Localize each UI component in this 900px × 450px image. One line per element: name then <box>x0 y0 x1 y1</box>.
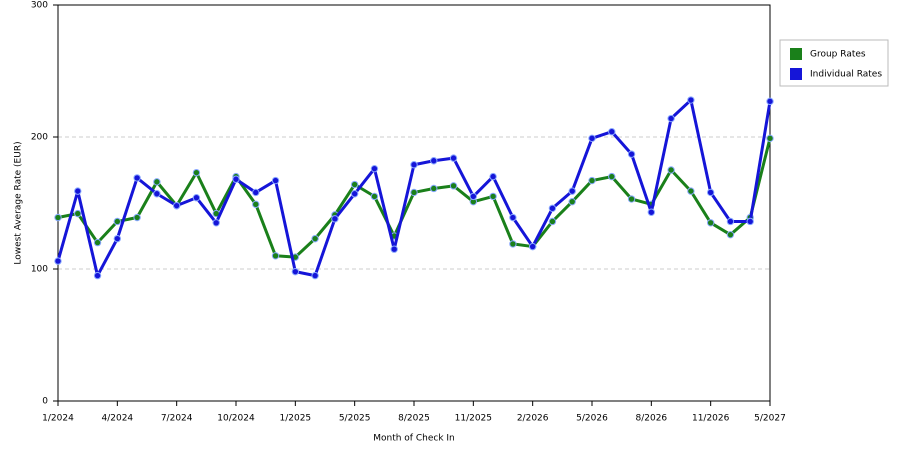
x-tick-label: 5/2027 <box>754 414 786 424</box>
data-point <box>74 187 82 195</box>
data-point <box>153 178 161 186</box>
data-point <box>410 188 418 197</box>
data-point <box>192 168 201 177</box>
data-point <box>212 219 220 227</box>
data-point <box>608 172 616 181</box>
data-point <box>291 267 300 276</box>
data-point <box>153 190 161 198</box>
data-point <box>548 217 557 226</box>
data-point <box>667 114 675 123</box>
x-tick-label: 8/2025 <box>398 414 430 424</box>
y-tick-label: 300 <box>31 1 48 11</box>
data-point <box>54 213 62 222</box>
data-point <box>726 217 735 226</box>
data-point <box>766 97 774 106</box>
data-point <box>608 128 616 136</box>
x-tick-label: 7/2024 <box>161 414 193 424</box>
data-point <box>252 188 260 197</box>
data-point <box>627 150 636 158</box>
data-point <box>528 242 537 251</box>
data-point <box>252 200 260 209</box>
legend-swatch <box>790 68 802 80</box>
data-point <box>509 213 517 222</box>
data-point <box>667 166 675 174</box>
x-tick-label: 10/2024 <box>217 414 255 424</box>
data-point <box>232 175 240 183</box>
data-point <box>172 201 181 210</box>
data-point <box>410 161 418 169</box>
data-point <box>430 157 438 165</box>
data-point <box>706 219 715 227</box>
data-point <box>726 230 735 239</box>
x-tick-label: 5/2026 <box>576 414 608 424</box>
data-point <box>133 213 141 222</box>
data-point <box>271 176 280 185</box>
x-tick-label: 4/2024 <box>101 414 133 424</box>
x-tick-label: 5/2025 <box>339 414 371 424</box>
legend-label: Group Rates <box>810 50 866 60</box>
x-tick-label: 1/2024 <box>42 414 74 424</box>
x-tick-label: 11/2025 <box>455 414 492 424</box>
data-point <box>687 187 695 195</box>
y-tick-label: 100 <box>31 265 48 275</box>
data-point <box>390 245 398 253</box>
data-point <box>113 234 122 243</box>
y-axis-label: Lowest Average Rate (EUR) <box>14 141 24 264</box>
data-point <box>548 204 557 212</box>
data-point <box>93 238 102 247</box>
x-tick-label: 2/2026 <box>517 414 549 424</box>
data-point <box>469 192 478 201</box>
data-point <box>113 217 122 226</box>
data-point <box>370 164 379 173</box>
data-point <box>647 208 656 216</box>
data-point <box>311 234 319 243</box>
x-tick-label: 11/2026 <box>692 414 730 424</box>
data-point <box>766 134 774 143</box>
data-point <box>627 195 636 203</box>
x-tick-label: 8/2026 <box>635 414 667 424</box>
data-point <box>192 194 201 202</box>
data-point <box>706 188 715 197</box>
data-point <box>489 172 497 181</box>
data-point <box>74 209 82 218</box>
data-point <box>568 197 576 206</box>
data-point <box>54 257 62 265</box>
series-line <box>56 98 772 278</box>
x-axis-label: Month of Check In <box>373 434 455 444</box>
data-point <box>370 192 379 201</box>
data-point <box>588 134 596 143</box>
data-point <box>311 271 319 280</box>
data-point <box>430 184 438 193</box>
legend-label: Individual Rates <box>810 70 882 80</box>
data-point <box>271 252 280 260</box>
data-point <box>489 192 497 201</box>
legend-swatch <box>790 48 802 60</box>
data-point <box>449 182 458 190</box>
data-point <box>133 174 141 182</box>
y-tick-label: 200 <box>31 133 48 143</box>
data-point <box>93 271 102 280</box>
x-tick-label: 1/2025 <box>279 414 311 424</box>
data-point <box>509 240 517 248</box>
data-point <box>746 217 754 226</box>
data-point <box>687 96 695 104</box>
y-tick-label: 0 <box>42 397 48 407</box>
data-point <box>568 187 576 195</box>
data-point <box>449 154 458 162</box>
data-point <box>588 176 596 185</box>
data-point <box>331 215 339 223</box>
data-point <box>350 180 359 189</box>
data-point <box>350 190 359 198</box>
plot-frame <box>57 4 771 402</box>
